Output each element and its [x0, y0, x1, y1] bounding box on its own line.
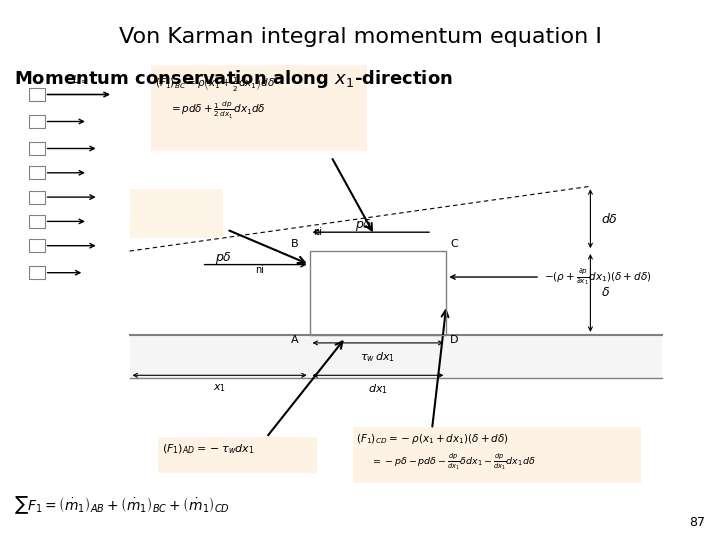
Bar	[151, 65, 367, 151]
Text: $(F_1)_{CD} = -\rho(x_1 + dx_1)(\delta + d\delta)$: $(F_1)_{CD} = -\rho(x_1 + dx_1)(\delta +…	[356, 432, 509, 446]
Bar	[29, 142, 45, 155]
Text: $\delta$: $\delta$	[601, 286, 611, 299]
Bar	[29, 239, 45, 252]
Text: $dx_1$: $dx_1$	[368, 382, 388, 396]
Text: $(F_1)_{AD} = -\tau_w dx_1$: $(F_1)_{AD} = -\tau_w dx_1$	[162, 443, 255, 456]
Text: 87: 87	[690, 516, 706, 529]
Text: $= p d\delta + \frac{1}{2}\frac{dp}{dx_1}dx_1 d\delta$: $= p d\delta + \frac{1}{2}\frac{dp}{dx_1…	[169, 100, 266, 121]
Text: $x_1$: $x_1$	[213, 382, 226, 394]
Bar	[158, 437, 317, 472]
Text: ni: ni	[313, 227, 323, 237]
Text: $(F_1)_{BC} = \rho\left(x_1 + \frac{1}{2}dx_1\right)d\delta$: $(F_1)_{BC} = \rho\left(x_1 + \frac{1}{2…	[155, 73, 275, 93]
Text: A: A	[291, 335, 299, 345]
Text: $d\delta$: $d\delta$	[601, 212, 618, 226]
Text: C: C	[450, 239, 458, 249]
Text: $= -p\delta - pd\delta - \frac{dp}{dx_1}\delta dx_1 - \frac{dp}{dx_1}dx_1 d\delt: $= -p\delta - pd\delta - \frac{dp}{dx_1}…	[371, 453, 535, 472]
Bar	[29, 88, 45, 101]
Bar	[353, 427, 641, 483]
Bar	[130, 335, 662, 378]
Bar	[130, 189, 223, 238]
Bar	[29, 215, 45, 228]
Text: $\tau_w\, dx_1$: $\tau_w\, dx_1$	[361, 350, 395, 364]
Bar	[29, 191, 45, 204]
Text: Von Karman integral momentum equation I: Von Karman integral momentum equation I	[119, 27, 601, 47]
Bar	[29, 266, 45, 279]
Text: $p\delta$: $p\delta$	[355, 217, 372, 233]
Text: Momentum conservation along $x_1$-direction: Momentum conservation along $x_1$-direct…	[14, 68, 454, 90]
Bar	[29, 166, 45, 179]
Text: $-(\rho + \frac{\partial p}{\partial x_1}dx_1)(\delta + d\delta)$: $-(\rho + \frac{\partial p}{\partial x_1…	[544, 267, 652, 287]
Text: B: B	[291, 239, 299, 249]
Text: $p\delta$: $p\delta$	[215, 250, 232, 266]
Text: $\sum F_1 = \left(\dot{m}_1\right)_{AB} + \left(\dot{m}_1\right)_{BC} + \left(\d: $\sum F_1 = \left(\dot{m}_1\right)_{AB} …	[14, 494, 230, 516]
Text: D: D	[450, 335, 459, 345]
Text: ni: ni	[256, 265, 265, 275]
Text: $U_\infty$: $U_\infty$	[72, 73, 88, 85]
Bar	[29, 115, 45, 128]
